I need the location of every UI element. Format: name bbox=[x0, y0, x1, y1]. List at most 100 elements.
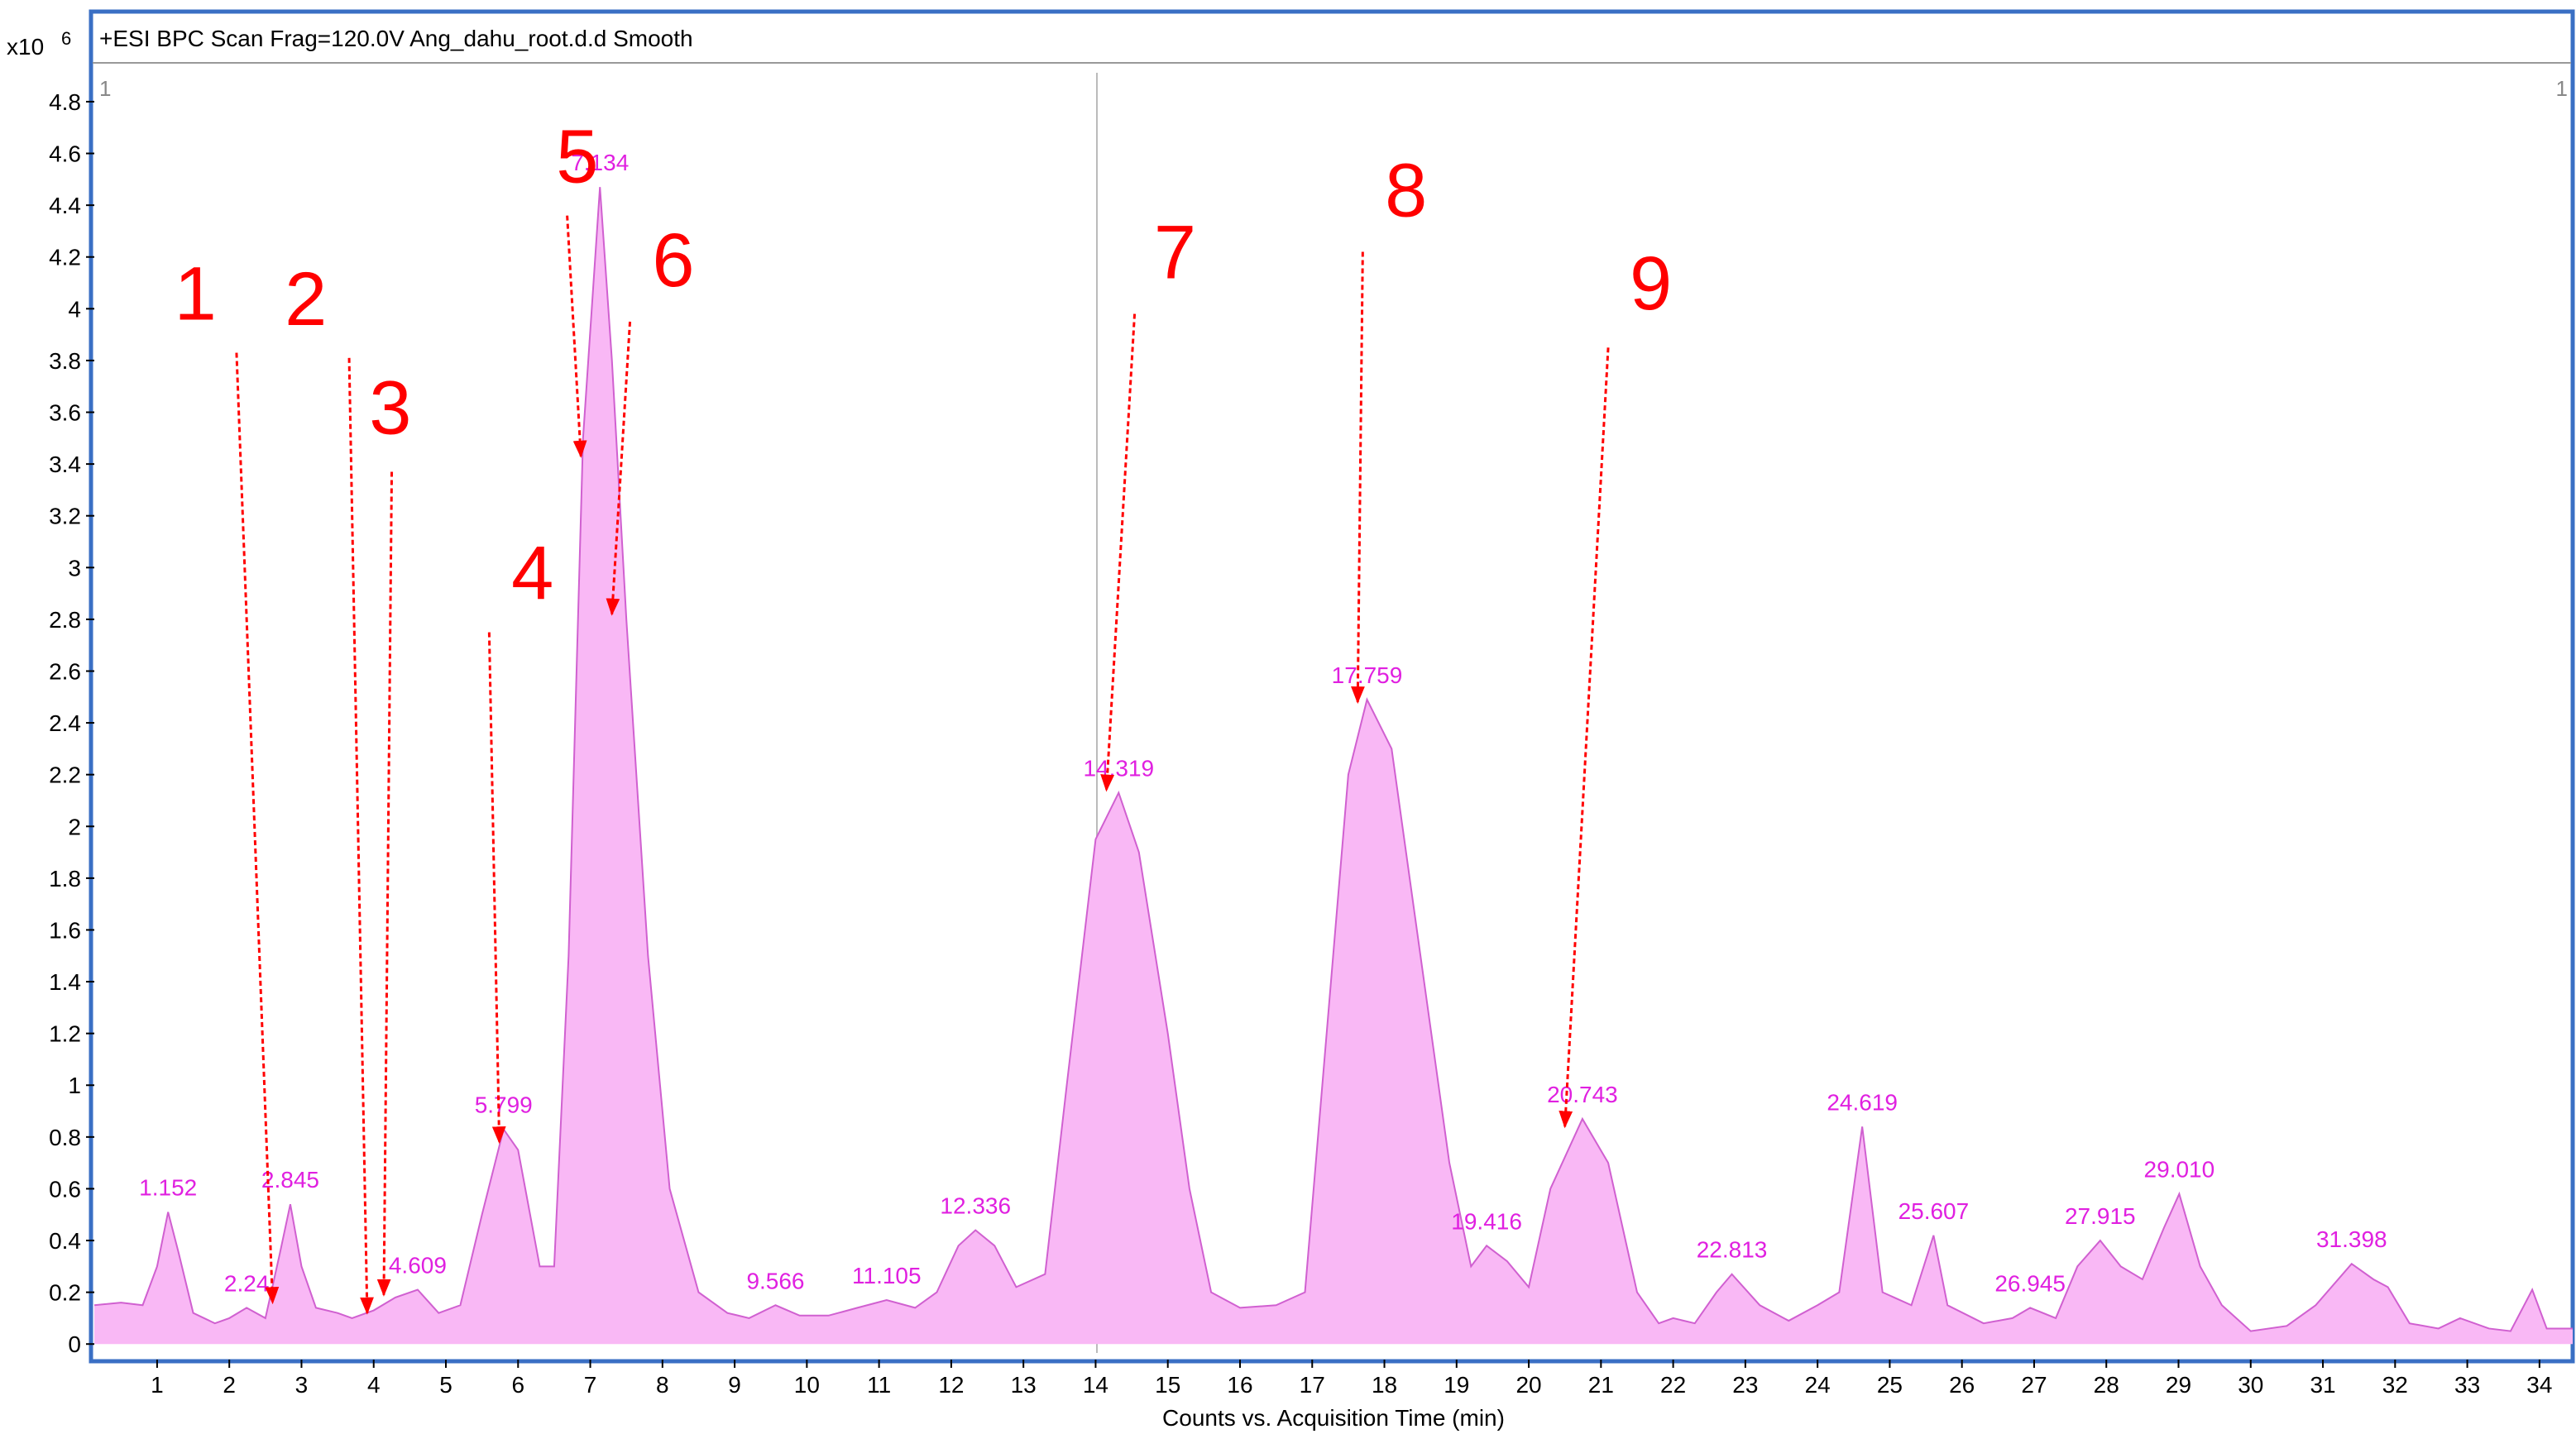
annotation-arrow bbox=[376, 471, 394, 1297]
peak-label: 26.945 bbox=[1994, 1270, 2066, 1296]
y-tick-label: 0.2 bbox=[49, 1280, 81, 1306]
corner-mark: 1 bbox=[2556, 76, 2568, 101]
x-tick-label: 4 bbox=[367, 1372, 381, 1398]
x-tick-label: 32 bbox=[2382, 1372, 2408, 1398]
x-tick-label: 5 bbox=[439, 1372, 452, 1398]
y-tick-label: 4.6 bbox=[49, 141, 81, 167]
peak-label: 9.566 bbox=[746, 1268, 804, 1293]
y-tick-label: 4.8 bbox=[49, 89, 81, 115]
trace-area bbox=[94, 187, 2573, 1345]
x-axis-label: Counts vs. Acquisition Time (min) bbox=[1162, 1405, 1505, 1431]
x-tick-label: 18 bbox=[1372, 1372, 1397, 1398]
annotation-number: 1 bbox=[175, 252, 217, 337]
y-tick-label: 0.6 bbox=[49, 1176, 81, 1202]
annotation-number: 9 bbox=[1630, 241, 1672, 326]
y-tick-label: 4.4 bbox=[49, 193, 81, 218]
y-tick-label: 2.2 bbox=[49, 762, 81, 788]
peak-label: 19.416 bbox=[1451, 1208, 1522, 1234]
x-tick-label: 24 bbox=[1805, 1372, 1831, 1398]
annotation-arrow bbox=[1100, 313, 1137, 792]
y-tick-label: 0.8 bbox=[49, 1125, 81, 1150]
annotation-number: 2 bbox=[285, 257, 327, 342]
y-tick-label: 4.2 bbox=[49, 245, 81, 270]
y-tick-label: 1.8 bbox=[49, 866, 81, 891]
annotation-arrow bbox=[235, 352, 280, 1305]
x-tick-label: 26 bbox=[1949, 1372, 1975, 1398]
x-tick-label: 17 bbox=[1300, 1372, 1325, 1398]
y-tick-label: 4 bbox=[68, 296, 81, 322]
chart-title: +ESI BPC Scan Frag=120.0V Ang_dahu_root.… bbox=[99, 26, 693, 51]
x-tick-label: 16 bbox=[1227, 1372, 1252, 1398]
y-tick-label: 0 bbox=[68, 1331, 81, 1357]
peak-label: 22.813 bbox=[1697, 1237, 1768, 1263]
peak-label: 4.609 bbox=[389, 1252, 447, 1278]
peak-label: 27.915 bbox=[2065, 1203, 2136, 1229]
x-tick-label: 8 bbox=[656, 1372, 669, 1398]
peak-label: 14.319 bbox=[1083, 756, 1154, 782]
peak-label: 11.105 bbox=[852, 1263, 922, 1288]
x-tick-label: 14 bbox=[1083, 1372, 1108, 1398]
annotation-number: 5 bbox=[556, 115, 598, 199]
y-tick-label: 1.4 bbox=[49, 969, 81, 995]
x-tick-label: 7 bbox=[584, 1372, 597, 1398]
y-tick-label: 1.2 bbox=[49, 1021, 81, 1047]
annotation-arrow bbox=[1351, 251, 1365, 705]
annotation-number: 8 bbox=[1385, 148, 1427, 232]
y-tick-label: 2 bbox=[68, 814, 81, 839]
y-tick-label: 3.8 bbox=[49, 348, 81, 374]
x-tick-label: 29 bbox=[2166, 1372, 2191, 1398]
x-tick-label: 25 bbox=[1877, 1372, 1903, 1398]
y-tick-label: 3.2 bbox=[49, 504, 81, 529]
peak-label: 7.134 bbox=[571, 150, 629, 175]
peak-label: 2.845 bbox=[261, 1167, 319, 1193]
annotation-arrow bbox=[566, 215, 587, 458]
x-tick-label: 23 bbox=[1732, 1372, 1758, 1398]
x-tick-label: 27 bbox=[2021, 1372, 2047, 1398]
x-tick-label: 9 bbox=[728, 1372, 741, 1398]
x-tick-label: 28 bbox=[2094, 1372, 2119, 1398]
x-tick-label: 33 bbox=[2454, 1372, 2480, 1398]
x-tick-label: 31 bbox=[2310, 1372, 2335, 1398]
annotation-arrow bbox=[1559, 347, 1610, 1129]
annotation-arrow bbox=[487, 632, 506, 1145]
x-tick-label: 2 bbox=[223, 1372, 236, 1398]
y-multiplier: x10 bbox=[7, 34, 44, 60]
peak-label: 24.619 bbox=[1827, 1089, 1898, 1115]
peak-label: 5.799 bbox=[475, 1092, 533, 1117]
peak-label: 12.336 bbox=[940, 1193, 1011, 1219]
x-tick-label: 19 bbox=[1444, 1372, 1469, 1398]
trace-line bbox=[93, 187, 2573, 1332]
y-exponent: 6 bbox=[61, 28, 71, 49]
peak-label: 20.743 bbox=[1547, 1082, 1618, 1107]
annotation-arrow bbox=[347, 357, 374, 1315]
annotation-arrow bbox=[606, 321, 632, 616]
x-tick-label: 21 bbox=[1588, 1372, 1614, 1398]
peak-label: 25.607 bbox=[1898, 1198, 1970, 1224]
y-tick-label: 2.4 bbox=[49, 710, 81, 736]
annotation-number: 3 bbox=[369, 366, 411, 450]
x-tick-label: 6 bbox=[511, 1372, 524, 1398]
annotation-number: 7 bbox=[1154, 210, 1196, 294]
x-tick-label: 20 bbox=[1515, 1372, 1541, 1398]
annotation-number: 4 bbox=[511, 532, 553, 616]
x-tick-label: 13 bbox=[1011, 1372, 1037, 1398]
y-tick-label: 1.6 bbox=[49, 917, 81, 943]
peak-label: 1.152 bbox=[139, 1175, 197, 1201]
y-tick-label: 0.4 bbox=[49, 1228, 81, 1254]
peak-label: 29.010 bbox=[2144, 1157, 2215, 1183]
x-tick-label: 34 bbox=[2526, 1372, 2552, 1398]
y-tick-label: 2.8 bbox=[49, 607, 81, 633]
x-tick-label: 1 bbox=[151, 1372, 164, 1398]
x-tick-label: 12 bbox=[938, 1372, 964, 1398]
peak-label: 17.759 bbox=[1332, 662, 1403, 688]
x-tick-label: 3 bbox=[295, 1372, 309, 1398]
annotation-number: 6 bbox=[652, 218, 694, 303]
x-tick-label: 22 bbox=[1660, 1372, 1686, 1398]
x-tick-label: 11 bbox=[867, 1372, 891, 1398]
x-tick-label: 30 bbox=[2238, 1372, 2263, 1398]
y-tick-label: 3 bbox=[68, 555, 81, 581]
y-tick-label: 3.6 bbox=[49, 400, 81, 426]
x-tick-label: 10 bbox=[794, 1372, 820, 1398]
corner-mark: 1 bbox=[99, 76, 111, 101]
